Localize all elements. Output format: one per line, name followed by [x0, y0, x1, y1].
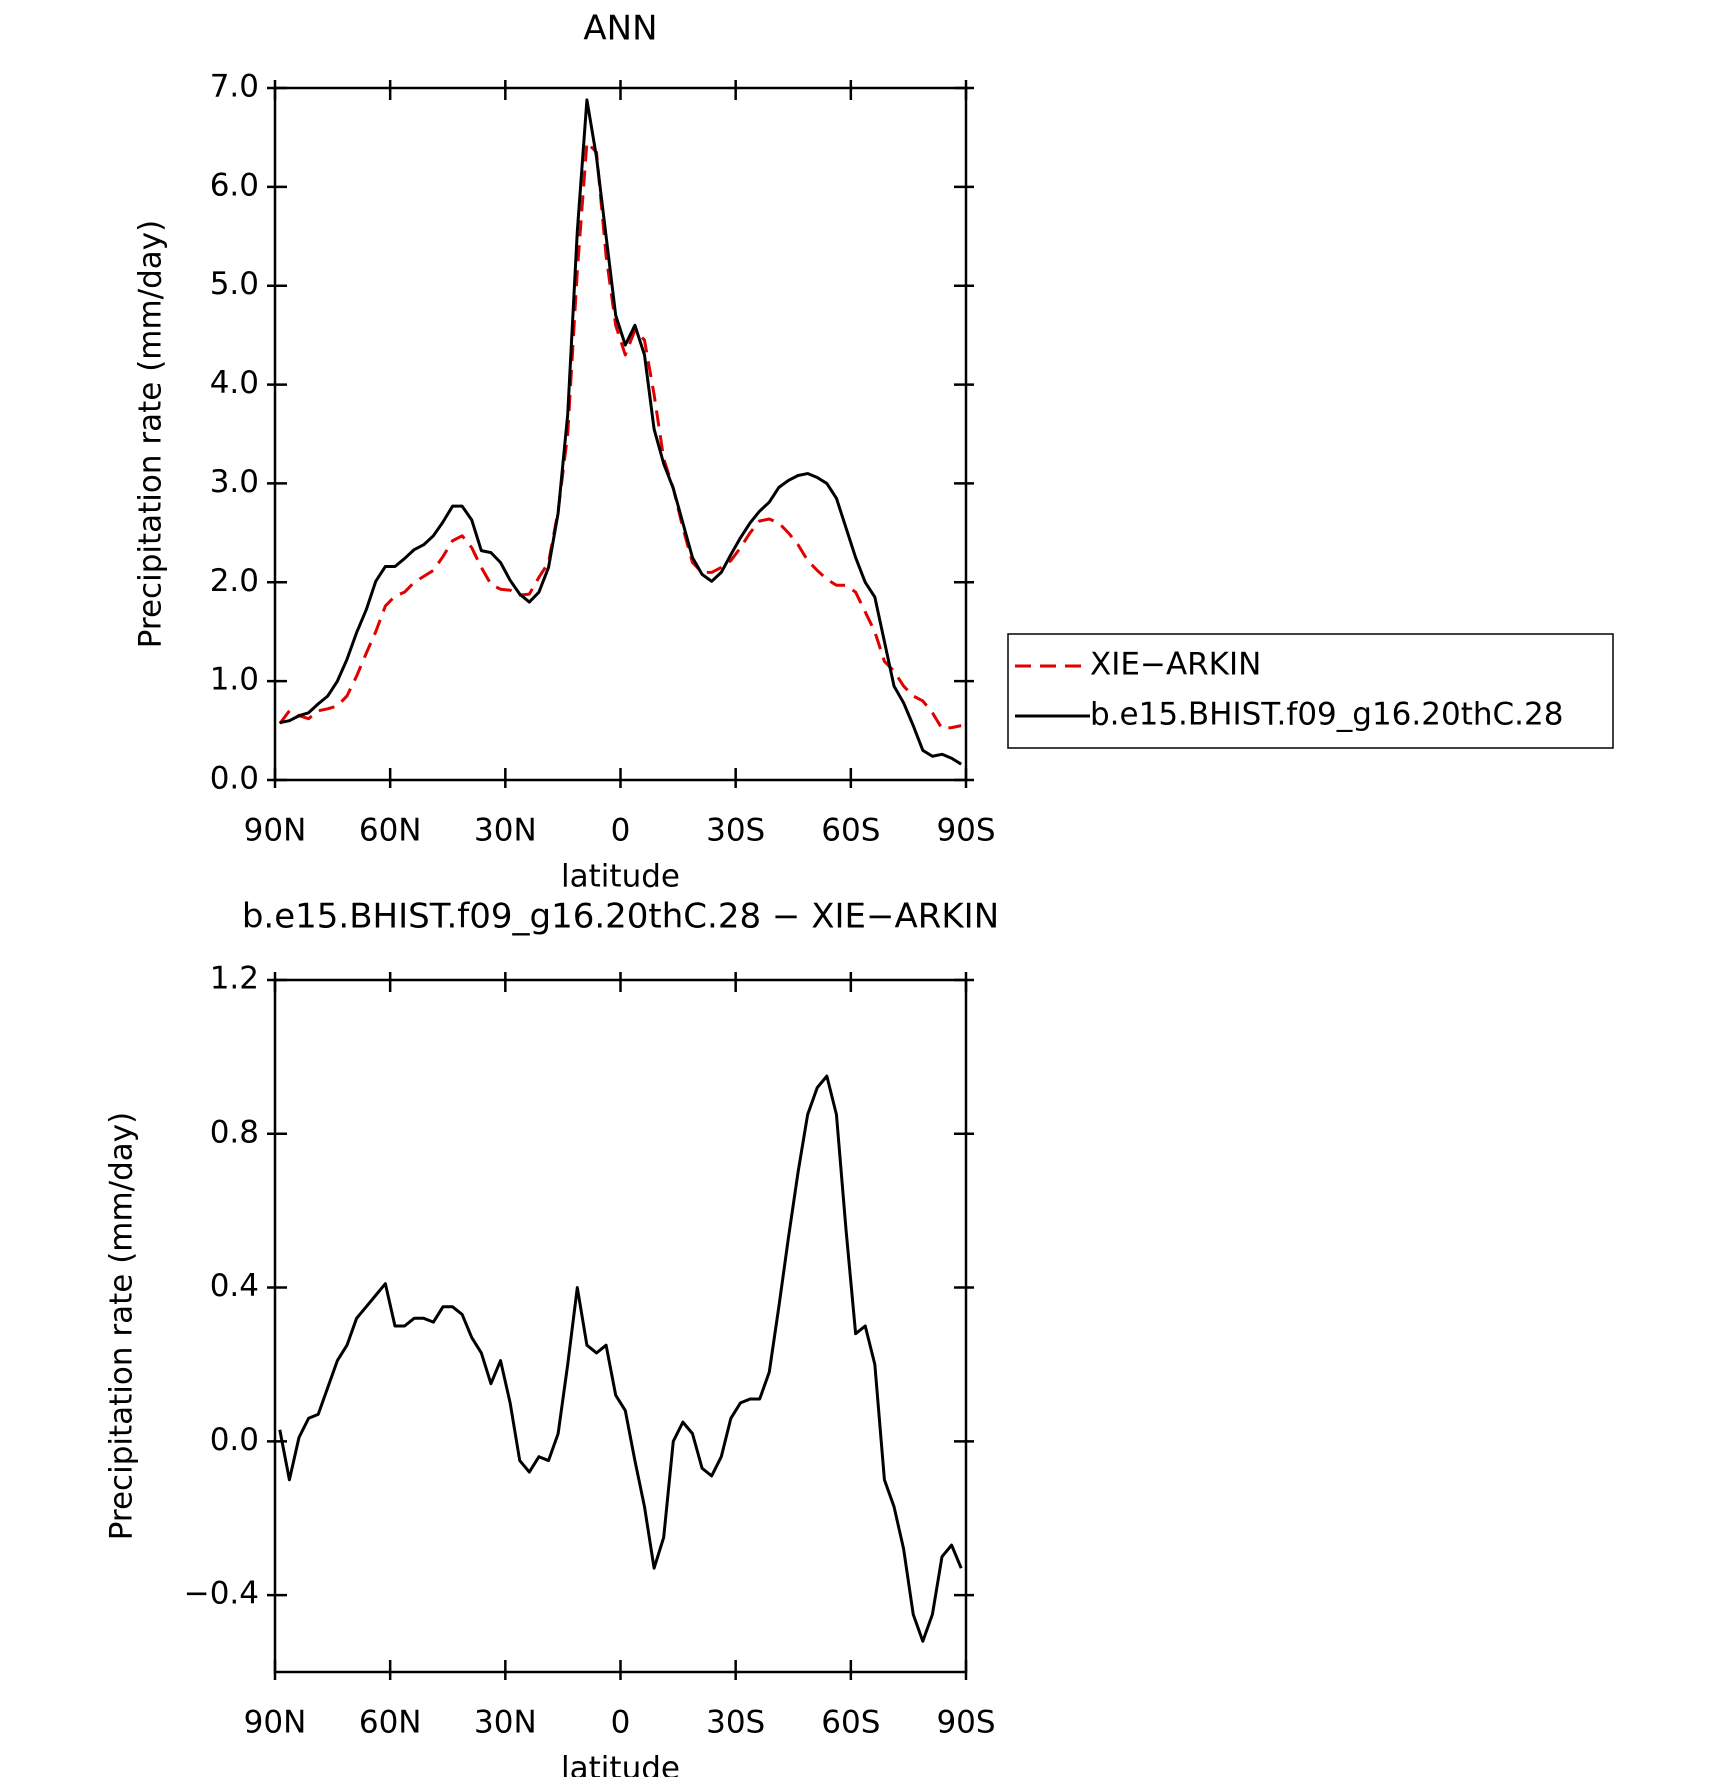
y-tick-label: 0.0 [210, 761, 259, 797]
legend-box [1007, 633, 1614, 749]
x-tick-label: 90S [936, 1705, 995, 1741]
x-axis-label: latitude [561, 1751, 680, 1777]
y-axis-label: Precipitation rate (mm/day) [133, 220, 169, 649]
y-tick-label: 0.0 [210, 1422, 259, 1458]
y-tick-label: 1.0 [210, 662, 259, 698]
legend-label: XIE−ARKIN [1090, 647, 1261, 683]
y-tick-label: 0.8 [210, 1114, 259, 1150]
data-line [279, 98, 962, 766]
y-axis-label: Precipitation rate (mm/day) [104, 1112, 140, 1541]
chart-title: b.e15.BHIST.f09_g16.20thC.28 − XIE−ARKIN [242, 897, 999, 937]
chart-title: ANN [583, 9, 657, 49]
data-line [278, 140, 962, 731]
y-tick-label: 3.0 [210, 464, 259, 500]
y-tick-label: 5.0 [210, 266, 259, 302]
x-tick-label: 30S [706, 813, 765, 849]
x-axis-label: latitude [561, 859, 680, 895]
x-tick-label: 60S [821, 813, 880, 849]
plot-frame [273, 978, 968, 1674]
y-tick-label: 7.0 [210, 69, 259, 105]
y-tick-label: 4.0 [210, 365, 259, 401]
x-tick-label: 30N [474, 813, 537, 849]
x-tick-label: 30S [706, 1705, 765, 1741]
plot-frame [273, 86, 968, 782]
y-tick-label: −0.4 [184, 1576, 259, 1612]
x-tick-label: 90S [936, 813, 995, 849]
legend-label: b.e15.BHIST.f09_g16.20thC.28 [1090, 697, 1563, 733]
data-line [278, 1074, 963, 1643]
x-tick-label: 90N [244, 813, 307, 849]
y-tick-label: 0.4 [210, 1268, 259, 1304]
x-tick-label: 90N [244, 1705, 307, 1741]
x-tick-label: 60N [359, 1705, 422, 1741]
x-tick-label: 0 [611, 1705, 631, 1741]
x-tick-label: 30N [474, 1705, 537, 1741]
x-tick-label: 60S [821, 1705, 880, 1741]
y-tick-label: 6.0 [210, 167, 259, 203]
y-tick-label: 2.0 [210, 563, 259, 599]
x-tick-label: 0 [611, 813, 631, 849]
x-tick-label: 60N [359, 813, 422, 849]
y-tick-label: 1.2 [210, 961, 259, 997]
